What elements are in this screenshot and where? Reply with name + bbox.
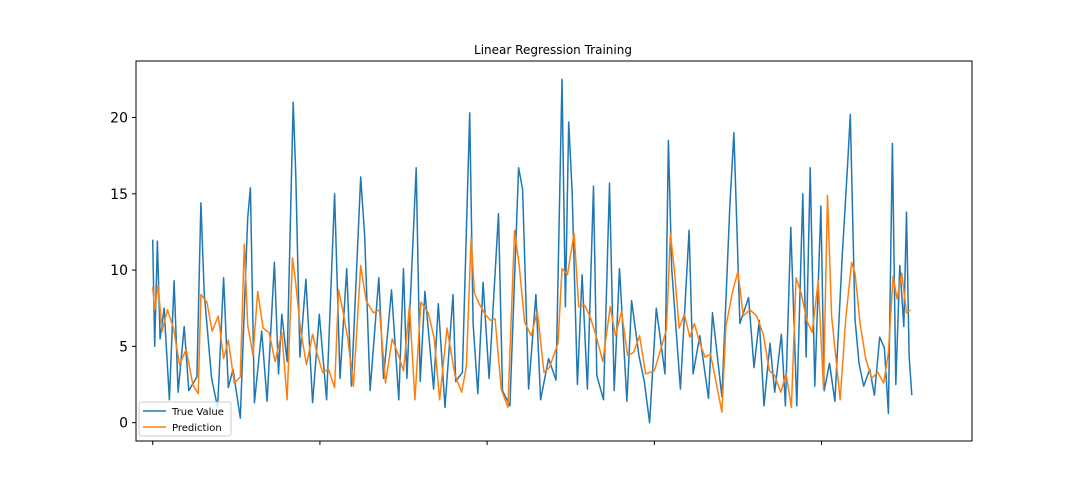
chart-title: Linear Regression Training <box>474 43 632 57</box>
y-tick-label: 5 <box>119 339 128 355</box>
legend-label-true-value: True Value <box>171 407 224 418</box>
series-line-true-value <box>151 78 913 424</box>
legend: True Value Prediction <box>138 401 232 437</box>
axes-frame <box>135 60 973 442</box>
series-line-prediction <box>151 194 911 413</box>
axes: 0 5 10 15 20 <box>110 60 973 445</box>
y-tick-label: 20 <box>110 110 128 126</box>
y-tick-label: 15 <box>110 187 128 203</box>
plot-area <box>151 78 913 424</box>
y-tick-label: 0 <box>119 416 128 432</box>
y-tick-label: 10 <box>110 263 128 279</box>
legend-label-prediction: Prediction <box>172 423 222 434</box>
